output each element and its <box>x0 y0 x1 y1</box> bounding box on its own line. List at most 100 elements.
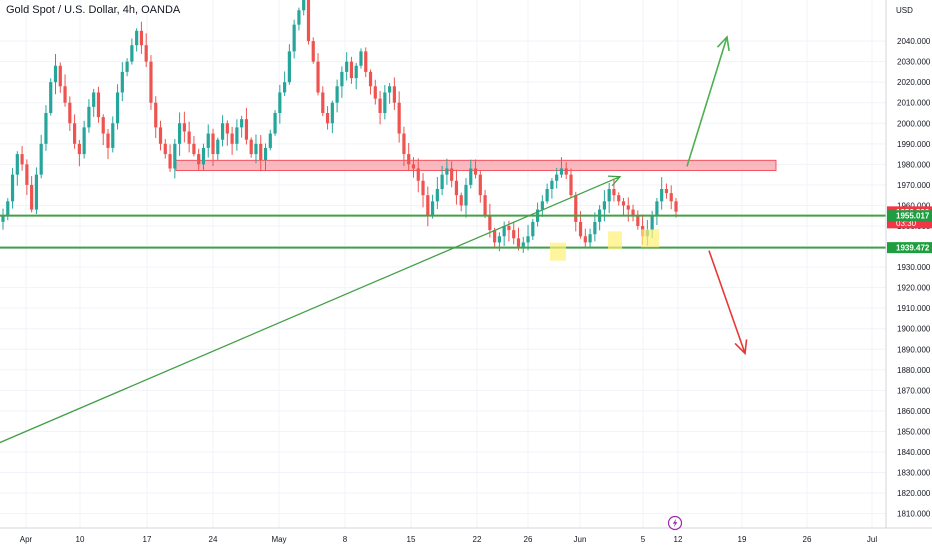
x-tick-label: 26 <box>803 535 812 544</box>
candle-body <box>287 51 291 83</box>
candle-body <box>464 184 468 206</box>
candle-body <box>182 123 186 132</box>
candle-body <box>483 195 487 216</box>
candle-body <box>6 201 10 216</box>
price-label-value: 1955.017 <box>896 212 930 221</box>
candle-body <box>192 143 196 155</box>
arrow-up-line <box>686 36 728 167</box>
candle-body <box>283 82 287 93</box>
candle-body <box>407 154 411 165</box>
touch-highlight <box>608 231 622 250</box>
x-tick-label: Jul <box>867 535 877 544</box>
candle-body <box>574 195 578 222</box>
candle-body <box>96 92 101 118</box>
trendline-arrowhead <box>607 175 622 187</box>
candle-body <box>216 139 220 155</box>
y-tick-label: 2010.000 <box>897 99 931 108</box>
candle-body <box>497 236 501 243</box>
candle-body <box>259 143 263 161</box>
candle-body <box>163 143 167 155</box>
drawing-layer <box>0 35 886 444</box>
price-axis-bg <box>886 0 932 550</box>
candle-body <box>416 168 420 181</box>
candle-body <box>469 168 473 185</box>
candle-body <box>373 86 377 99</box>
candle-body <box>459 195 463 206</box>
candle-body <box>669 193 673 202</box>
y-tick-label: 1920.000 <box>897 284 931 293</box>
candle-body <box>364 51 368 72</box>
candle-body <box>316 61 320 93</box>
x-tick-label: 8 <box>343 535 348 544</box>
candle-body <box>612 189 616 196</box>
candle-body <box>130 45 134 62</box>
candle-body <box>512 230 516 239</box>
candle-body <box>349 61 354 79</box>
y-tick-label: 1870.000 <box>897 386 931 395</box>
x-tick-label: 24 <box>209 535 218 544</box>
candle-body <box>555 174 559 181</box>
candle-body <box>201 147 206 165</box>
y-tick-label: 1850.000 <box>897 427 931 436</box>
candle-body <box>235 127 239 144</box>
arrow-down-line <box>708 250 746 354</box>
candle-body <box>526 236 530 243</box>
y-tick-label: 1910.000 <box>897 304 931 313</box>
lightning-icon[interactable] <box>667 515 683 531</box>
candle-body <box>25 164 29 185</box>
candle-body <box>378 98 382 113</box>
candle-body <box>335 86 339 103</box>
candle-body <box>502 225 506 237</box>
candle-layer <box>1 0 678 253</box>
candle-body <box>292 24 296 52</box>
candle-body <box>220 123 225 140</box>
y-tick-label: 1970.000 <box>897 181 931 190</box>
y-tick-label: 2000.000 <box>897 119 931 128</box>
candle-body <box>63 86 67 103</box>
candle-body <box>240 119 244 128</box>
candle-body <box>125 61 129 72</box>
candle-body <box>135 30 139 46</box>
candle-body <box>120 71 124 93</box>
candle-body <box>631 209 635 216</box>
price-label-bg <box>887 242 932 254</box>
candle-body <box>244 119 249 140</box>
candle-body <box>340 71 344 87</box>
candle-body <box>101 117 105 134</box>
candle-body <box>58 65 62 87</box>
candle-body <box>325 112 330 124</box>
candle-body <box>602 201 607 210</box>
candle-body <box>435 189 439 202</box>
candle-body <box>450 168 454 181</box>
candle-body <box>92 92 96 107</box>
candle-body <box>636 215 640 226</box>
arrow-up-head <box>716 35 730 51</box>
x-tick-label: 22 <box>473 535 482 544</box>
grid-layer <box>0 0 886 528</box>
candle-body <box>263 147 268 161</box>
candle-body <box>77 143 81 155</box>
candle-body <box>392 86 396 103</box>
candle-body <box>354 65 358 79</box>
candle-body <box>49 82 53 113</box>
candle-body <box>87 106 91 128</box>
candle-body <box>578 221 583 237</box>
price-label-countdown: 03:30 <box>896 219 917 228</box>
candle-body <box>440 174 444 190</box>
x-tick-label: 17 <box>143 535 152 544</box>
candle-body <box>493 230 497 243</box>
x-axis: Apr 10 17 24 May 8 15 22 26 Jun 5 12 19 26 Jul <box>20 535 878 544</box>
candle-body <box>411 164 416 169</box>
candle-body <box>445 168 449 175</box>
candle-body <box>383 92 387 113</box>
candle-body <box>397 102 401 134</box>
trendline <box>0 176 621 444</box>
candle-body <box>359 51 363 66</box>
candle-body <box>273 112 277 134</box>
y-tick-label: 1890.000 <box>897 345 931 354</box>
candle-body <box>187 131 191 144</box>
candle-body <box>617 195 621 202</box>
candle-body <box>268 133 272 148</box>
